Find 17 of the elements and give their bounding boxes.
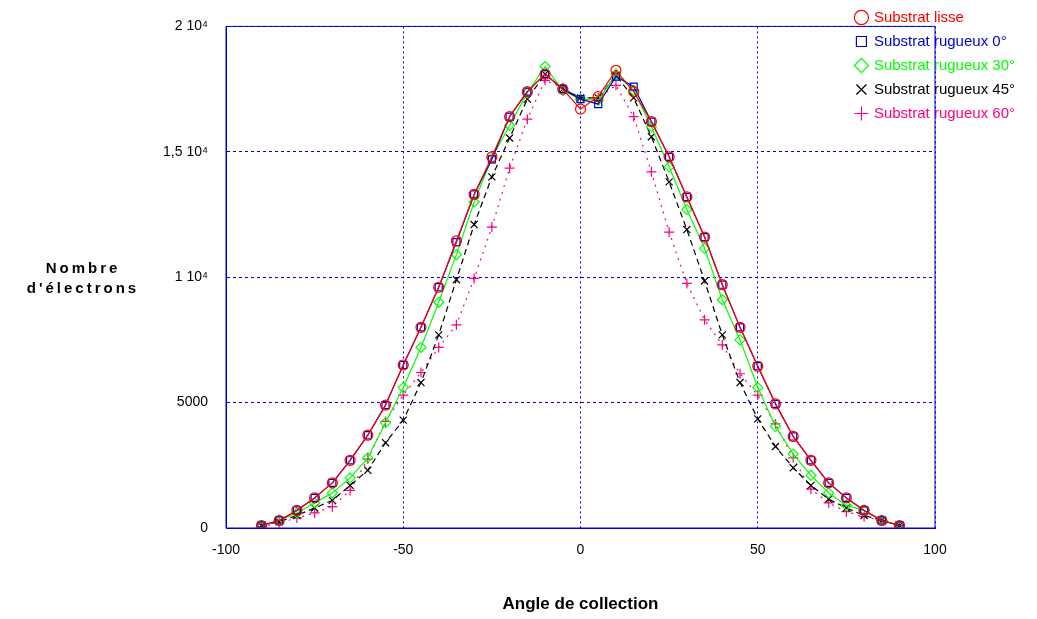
x-tick-label: -50 [393, 541, 414, 558]
legend-label: Substrat rugueux 0° [873, 31, 1007, 49]
y-tick-label: 0 [200, 518, 209, 535]
x-axis-title: Angle de collection [502, 594, 659, 614]
x-tick-label: -100 [211, 541, 241, 558]
legend-label: Substrat rugueux 60° [873, 103, 1016, 121]
y-tick-label: 5000 [176, 393, 209, 410]
x-tick-label: 0 [576, 541, 585, 558]
y-tick-label: 1 10⁴ [174, 268, 208, 285]
y-tick-label: 1,5 10⁴ [163, 142, 208, 159]
legend-label: Substrat rugueux 30° [873, 55, 1016, 73]
legend-label: Substrat rugueux 45° [873, 79, 1016, 97]
x-tick-label: 100 [923, 541, 947, 558]
legend-label: Substrat lisse [873, 7, 964, 25]
y-axis-title: Nombre d'électrons [25, 258, 141, 298]
y-tick-label: 2 10⁴ [174, 17, 208, 34]
x-tick-label: 50 [749, 541, 766, 558]
